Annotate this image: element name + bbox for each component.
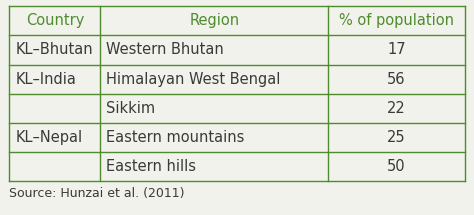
Text: Eastern hills: Eastern hills [106, 159, 196, 174]
Text: Sikkim: Sikkim [106, 101, 155, 115]
Text: Himalayan West Bengal: Himalayan West Bengal [106, 72, 281, 86]
Text: Eastern mountains: Eastern mountains [106, 130, 245, 144]
Text: KL–Bhutan: KL–Bhutan [15, 43, 93, 57]
Text: KL–India: KL–India [15, 72, 76, 86]
Text: 22: 22 [387, 101, 406, 115]
Text: 25: 25 [387, 130, 406, 144]
Text: Region: Region [189, 14, 239, 28]
Text: 50: 50 [387, 159, 406, 174]
Text: Source: Hunzai et al. (2011): Source: Hunzai et al. (2011) [9, 187, 185, 200]
Text: Western Bhutan: Western Bhutan [106, 43, 224, 57]
Text: KL–Nepal: KL–Nepal [15, 130, 82, 144]
Text: 17: 17 [387, 43, 406, 57]
Text: % of population: % of population [339, 14, 454, 28]
Text: Country: Country [26, 14, 84, 28]
Text: 56: 56 [387, 72, 406, 86]
